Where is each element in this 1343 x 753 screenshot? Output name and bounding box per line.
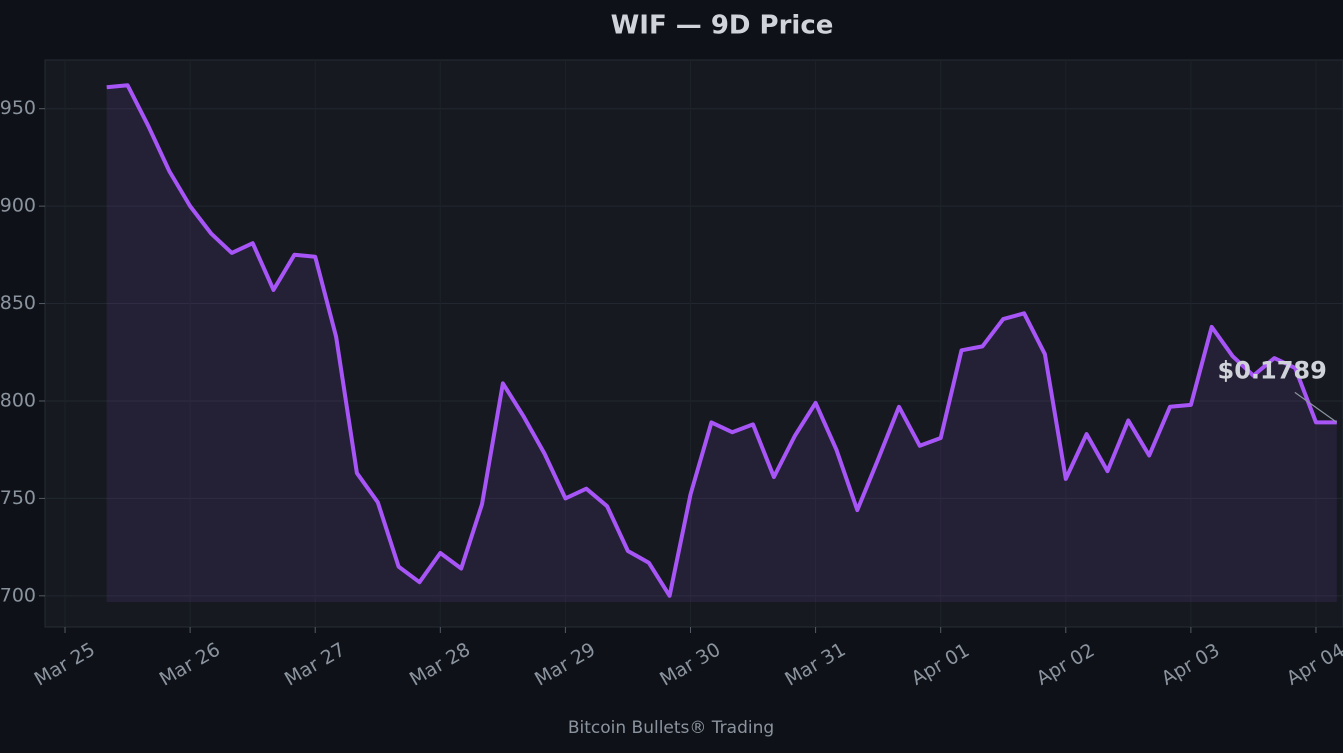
y-tick-label: 0.1900 <box>0 195 36 217</box>
footer: Bitcoin Bullets® Trading <box>568 718 774 738</box>
y-tick-label: 0.1800 <box>0 389 36 411</box>
y-tick-label: 0.1700 <box>0 584 36 606</box>
annotation: $0.1789 <box>1218 356 1327 384</box>
y-tick-label: 0.1850 <box>0 292 36 314</box>
price-line <box>106 83 1337 598</box>
y-tick-label: 0.1950 <box>0 97 36 119</box>
chart-title: WIF — 9D Price <box>611 11 834 41</box>
plot-area <box>44 59 1343 628</box>
y-tick-label: 0.1750 <box>0 487 36 509</box>
area-fill <box>106 85 1337 603</box>
annotation-arrow <box>1294 391 1338 423</box>
